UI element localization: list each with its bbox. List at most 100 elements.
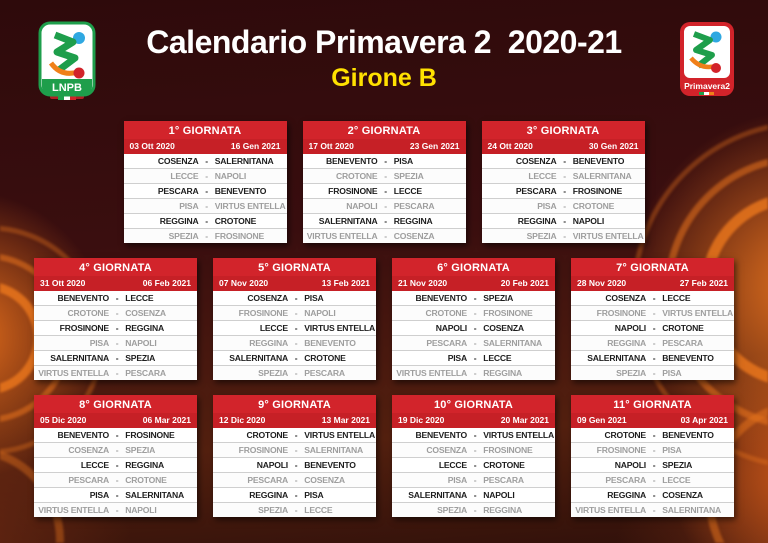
away-team: BENEVENTO — [662, 430, 714, 440]
away-team: PESCARA — [483, 475, 524, 485]
match-row: CROTONE - SPEZIA — [302, 168, 466, 183]
match-row: PESCARA - LECCE — [571, 472, 734, 487]
away-team: SPEZIA — [483, 293, 514, 303]
vs-dash: - — [652, 368, 656, 378]
giornata-dates: 24 Ott 2020 30 Gen 2021 — [481, 139, 645, 154]
home-team: SPEZIA — [168, 231, 199, 241]
giornata-card: 3° GIORNATA 24 Ott 2020 30 Gen 2021 COSE… — [481, 121, 645, 243]
away-team: SPEZIA — [662, 460, 693, 470]
match-row: BENEVENTO - FROSINONE — [34, 428, 197, 442]
away-team: COSENZA — [483, 323, 524, 333]
vs-dash: - — [205, 171, 208, 181]
away-team: VIRTUS ENTELLA — [483, 430, 554, 440]
away-team: SALERNITANA — [214, 156, 274, 166]
rounds-grid: 1° GIORNATA 03 Ott 2020 16 Gen 2021 COSE… — [0, 121, 768, 517]
away-team: BENEVENTO — [662, 353, 714, 363]
match-row: SALERNITANA - SPEZIA — [34, 350, 197, 365]
vs-dash: - — [205, 231, 208, 241]
vs-dash: - — [384, 171, 387, 181]
vs-dash: - — [115, 505, 119, 515]
home-team: SPEZIA — [437, 505, 467, 515]
giornata-dates: 07 Nov 2020 13 Feb 2021 — [213, 276, 376, 291]
match-row: PESCARA - SALERNITANA — [392, 335, 555, 350]
giornata-card: 1° GIORNATA 03 Ott 2020 16 Gen 2021 COSE… — [123, 121, 287, 243]
away-team: PISA — [662, 368, 682, 378]
match-row: PISA - LECCE — [392, 350, 555, 365]
giornata-dates: 03 Ott 2020 16 Gen 2021 — [123, 139, 287, 154]
home-team: FROSINONE — [328, 186, 378, 196]
giornata-title: 4° GIORNATA — [34, 258, 197, 276]
match-row: SALERNITANA - NAPOLI — [392, 487, 555, 502]
home-team: COSENZA — [426, 445, 467, 455]
vs-dash: - — [115, 293, 119, 303]
match-row: BENEVENTO - VIRTUS ENTELLA — [392, 428, 555, 442]
match-list: BENEVENTO - VIRTUS ENTELLA COSENZA - FRO… — [392, 428, 555, 517]
giornata-title: 2° GIORNATA — [302, 121, 466, 139]
home-team: FROSINONE — [59, 323, 109, 333]
match-row: FROSINONE - NAPOLI — [213, 305, 376, 320]
return-leg-date: 20 Feb 2021 — [500, 278, 549, 288]
match-row: LECCE - CROTONE — [392, 457, 555, 472]
vs-dash: - — [652, 430, 656, 440]
match-list: COSENZA - LECCE FROSINONE - VIRTUS ENTEL… — [571, 291, 734, 380]
first-leg-date: 24 Ott 2020 — [487, 141, 533, 151]
match-row: COSENZA - LECCE — [571, 291, 734, 305]
giornata-title: 7° GIORNATA — [571, 258, 734, 276]
vs-dash: - — [205, 156, 208, 166]
home-team: BENEVENTO — [415, 430, 467, 440]
away-team: PISA — [662, 445, 682, 455]
vs-dash: - — [473, 308, 477, 318]
match-row: VIRTUS ENTELLA - COSENZA — [302, 228, 466, 243]
match-row: VIRTUS ENTELLA - REGGINA — [392, 365, 555, 380]
giornata-dates: 19 Dic 2020 20 Mar 2021 — [392, 413, 555, 428]
match-row: BENEVENTO - LECCE — [34, 291, 197, 305]
away-team: LECCE — [393, 186, 422, 196]
giornata-title: 8° GIORNATA — [34, 395, 197, 413]
first-leg-date: 28 Nov 2020 — [577, 278, 627, 288]
vs-dash: - — [205, 216, 208, 226]
away-team: BENEVENTO — [304, 338, 356, 348]
home-team: PISA — [447, 475, 467, 485]
match-row: NAPOLI - SPEZIA — [571, 457, 734, 472]
vs-dash: - — [115, 308, 119, 318]
home-team: VIRTUS ENTELLA — [38, 505, 109, 515]
vs-dash: - — [563, 156, 566, 166]
match-row: BENEVENTO - PISA — [302, 154, 466, 168]
away-team: CROTONE — [125, 475, 167, 485]
away-team: LECCE — [125, 293, 154, 303]
away-team: SALERNITANA — [662, 505, 722, 515]
away-team: FROSINONE — [214, 231, 265, 241]
away-team: REGGINA — [483, 505, 522, 515]
match-row: PESCARA - COSENZA — [213, 472, 376, 487]
giornata-title: 9° GIORNATA — [213, 395, 376, 413]
away-team: CROTONE — [214, 216, 257, 226]
giornata-title: 10° GIORNATA — [392, 395, 555, 413]
match-row: CROTONE - BENEVENTO — [571, 428, 734, 442]
first-leg-date: 03 Ott 2020 — [129, 141, 175, 151]
lnpb-logo-label: LNPB — [52, 82, 82, 94]
home-team: SPEZIA — [258, 368, 288, 378]
away-team: NAPOLI — [483, 490, 515, 500]
vs-dash: - — [473, 505, 477, 515]
vs-dash: - — [294, 293, 298, 303]
return-leg-date: 06 Mar 2021 — [142, 415, 191, 425]
first-leg-date: 19 Dic 2020 — [398, 415, 445, 425]
away-team: COSENZA — [393, 231, 435, 241]
home-team: SPEZIA — [258, 505, 288, 515]
away-team: VIRTUS ENTELLA — [572, 231, 644, 241]
vs-dash: - — [473, 475, 477, 485]
away-team: SALERNITANA — [483, 338, 543, 348]
home-team: VIRTUS ENTELLA — [306, 231, 378, 241]
vs-dash: - — [563, 216, 566, 226]
match-list: CROTONE - VIRTUS ENTELLA FROSINONE - SAL… — [213, 428, 376, 517]
away-team: NAPOLI — [572, 216, 605, 226]
vs-dash: - — [384, 156, 387, 166]
home-team: VIRTUS ENTELLA — [396, 368, 467, 378]
vs-dash: - — [652, 353, 656, 363]
match-row: CROTONE - COSENZA — [34, 305, 197, 320]
lnpb-logo: LNPB — [38, 21, 96, 100]
vs-dash: - — [652, 338, 656, 348]
first-leg-date: 31 Ott 2020 — [40, 278, 86, 288]
away-team: SPEZIA — [125, 445, 156, 455]
home-team: NAPOLI — [614, 323, 646, 333]
